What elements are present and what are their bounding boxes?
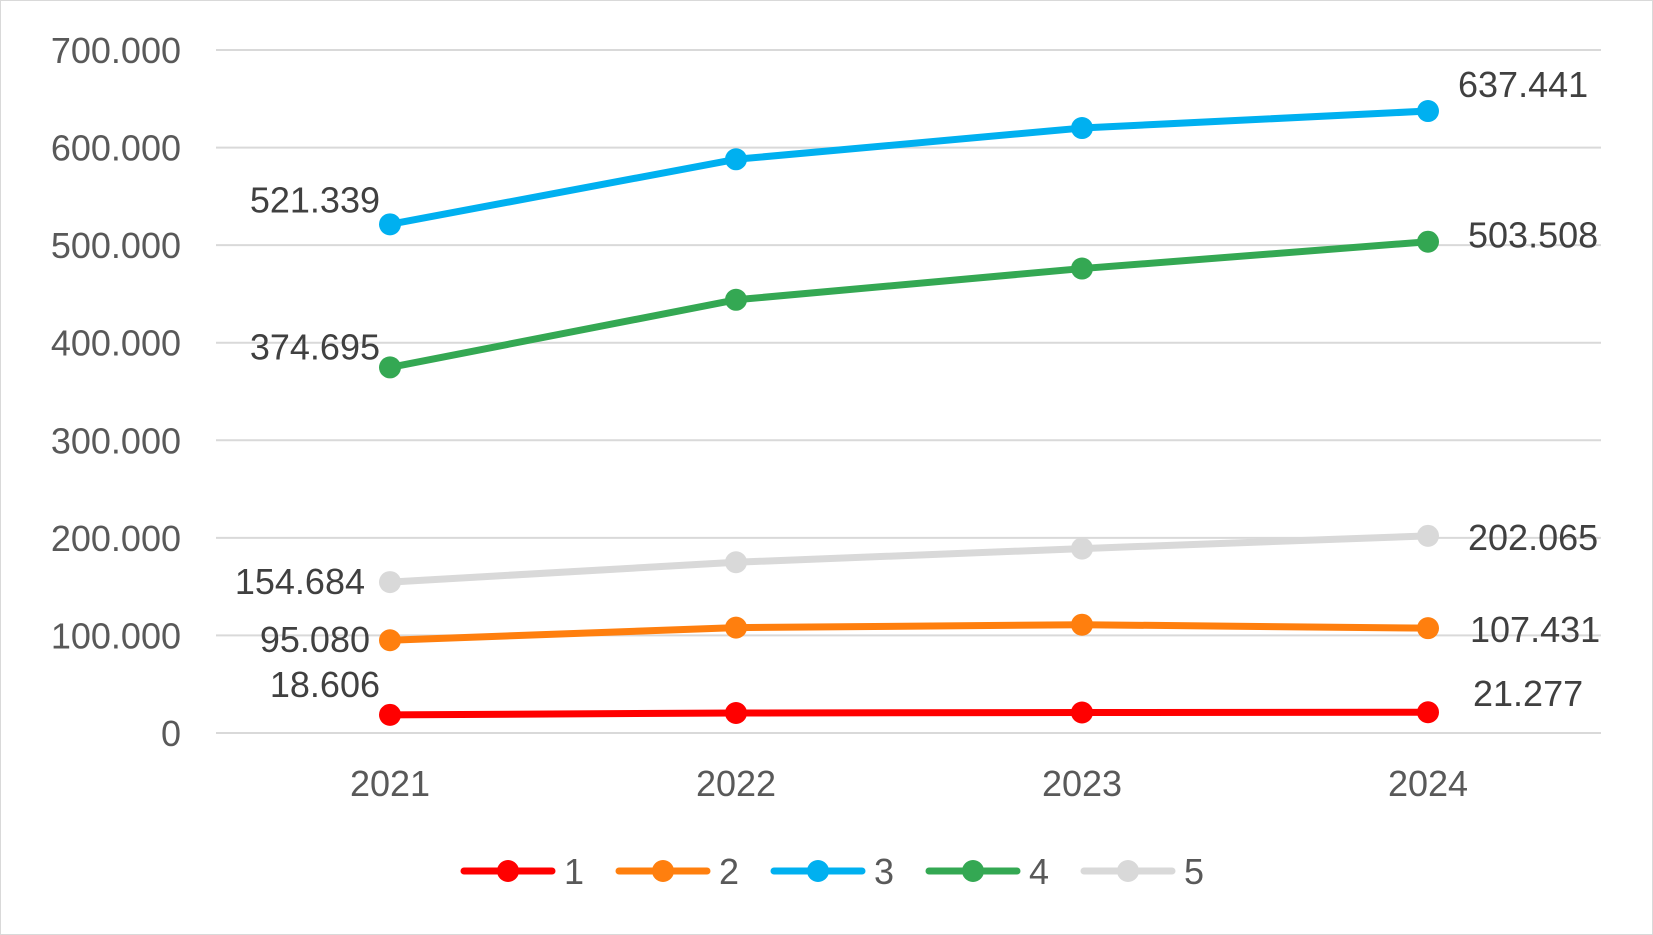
data-labels: 18.606 21.277 95.080 107.431 521.339 637.441 3… [235,64,1600,714]
y-tick-label: 200.000 [51,518,181,559]
y-tick-label: 400.000 [51,323,181,364]
data-label-last: 503.508 [1468,215,1598,256]
legend-item-2: 2 [615,851,739,892]
series-line [386,532,1432,586]
y-axis-ticks: 0 100.000 200.000 300.000 400.000 500.000 600.… [51,30,181,754]
data-point [1071,613,1093,636]
data-point [1071,117,1093,140]
data-point [725,551,747,574]
legend-swatch-marker [1117,860,1139,882]
x-tick-label: 2021 [350,763,430,804]
data-label-first: 154.684 [235,561,365,602]
data-point [1071,257,1093,280]
data-point [379,629,401,652]
data-point [1071,701,1093,724]
data-label-last: 107.431 [1470,609,1600,650]
legend-item-5: 5 [1080,851,1204,892]
data-point [725,616,747,639]
series-5 [379,524,1439,594]
series-1 [379,701,1439,726]
data-label-last: 637.441 [1458,64,1588,105]
legend-item-1: 1 [460,851,584,892]
data-point [379,356,401,379]
x-axis-ticks: 2021 2022 2023 2024 [350,763,1468,804]
legend-swatch-marker [497,860,519,882]
data-point [1417,617,1439,640]
data-label-first: 374.695 [250,326,380,367]
legend-swatch-marker [652,860,674,882]
legend-swatch-marker [962,860,984,882]
y-tick-label: 0 [161,713,181,754]
data-point [1417,100,1439,123]
legend-label: 4 [1029,851,1049,892]
data-point [1071,537,1093,560]
data-label-first: 95.080 [260,619,370,660]
y-tick-label: 700.000 [51,30,181,71]
x-tick-label: 2022 [696,763,776,804]
data-label-first: 18.606 [270,664,380,705]
x-tick-label: 2023 [1042,763,1122,804]
data-point [725,701,747,724]
data-point [725,148,747,171]
data-point [725,288,747,311]
y-tick-label: 500.000 [51,225,181,266]
legend-label: 3 [874,851,894,892]
data-label-last: 202.065 [1468,517,1598,558]
series [379,100,1439,726]
legend-item-3: 3 [770,851,894,892]
data-point [379,213,401,236]
legend: 1 2 3 4 5 [460,851,1204,892]
series-line [386,621,1432,644]
legend-label: 2 [719,851,739,892]
data-point [379,703,401,726]
series-line [386,238,1432,371]
legend-label: 1 [564,851,584,892]
legend-item-4: 4 [925,851,1049,892]
legend-swatch-marker [807,860,829,882]
series-4 [379,230,1439,379]
series-line [386,107,1432,228]
y-tick-label: 100.000 [51,615,181,656]
data-point [1417,524,1439,547]
series-line [386,708,1432,719]
y-tick-label: 600.000 [51,128,181,169]
x-tick-label: 2024 [1388,763,1468,804]
series-3 [379,100,1439,236]
data-point [379,571,401,594]
data-label-last: 21.277 [1473,673,1583,714]
data-point [1417,701,1439,724]
series-2 [379,613,1439,652]
y-tick-label: 300.000 [51,420,181,461]
legend-label: 5 [1184,851,1204,892]
data-label-first: 521.339 [250,179,380,220]
data-point [1417,230,1439,253]
